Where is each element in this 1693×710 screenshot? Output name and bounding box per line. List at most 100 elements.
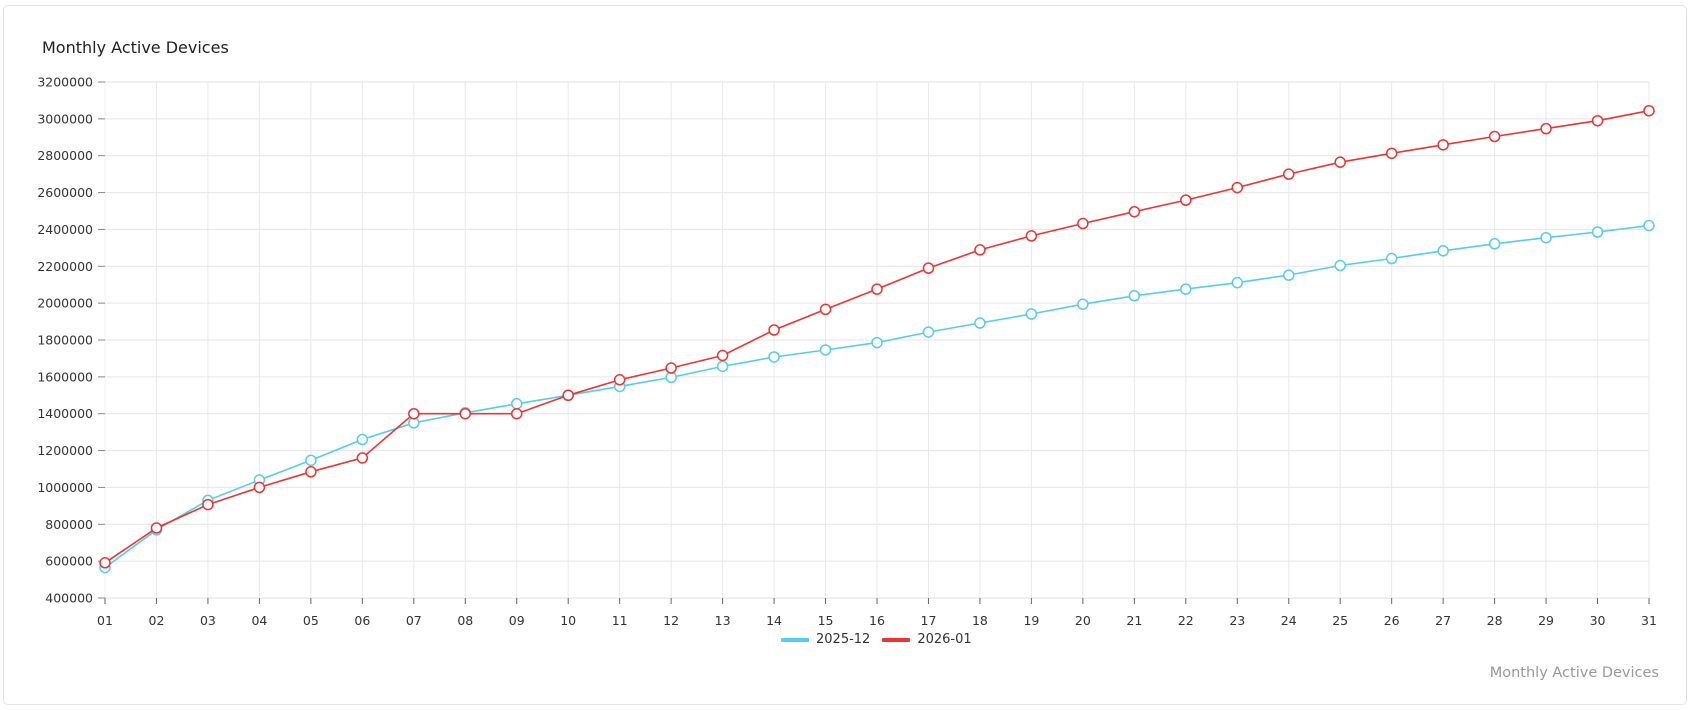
data-point-marker[interactable] [1128, 290, 1141, 302]
data-point-marker[interactable] [1437, 139, 1449, 151]
x-tick-label: 21 [1126, 613, 1142, 628]
chart-footer-label: Monthly Active Devices [1489, 665, 1659, 681]
x-tick-label: 03 [200, 613, 216, 628]
data-point-marker[interactable] [1282, 269, 1295, 281]
chart-series [99, 104, 1655, 574]
x-tick-label: 16 [869, 613, 885, 628]
data-point-marker[interactable] [1540, 231, 1552, 244]
x-tick-label: 27 [1435, 613, 1451, 628]
data-point-marker[interactable] [819, 303, 832, 316]
x-tick-label: 29 [1538, 613, 1554, 628]
data-point-marker[interactable] [1437, 245, 1449, 257]
x-tick-label: 05 [303, 613, 319, 628]
data-point-marker[interactable] [1077, 217, 1089, 230]
data-point-marker[interactable] [510, 398, 523, 410]
x-tick-label: 28 [1487, 613, 1503, 628]
x-tick-label: 26 [1384, 613, 1400, 628]
y-tick-label: 2800000 [37, 148, 93, 163]
series-2026-01 [99, 104, 1655, 569]
x-tick-label: 14 [766, 613, 782, 628]
data-point-marker[interactable] [871, 283, 883, 295]
y-tick-label: 2000000 [37, 296, 93, 311]
y-tick-label: 2600000 [37, 185, 93, 200]
x-tick-label: 07 [406, 613, 422, 628]
y-tick-label: 3000000 [37, 111, 93, 126]
data-point-marker[interactable] [1334, 156, 1346, 168]
data-point-marker[interactable] [150, 522, 163, 534]
y-tick-label: 1800000 [37, 333, 93, 348]
data-point-marker[interactable] [974, 317, 986, 329]
x-tick-label: 02 [149, 613, 165, 628]
legend-label: 2025-12 [816, 632, 871, 647]
data-point-marker[interactable] [1385, 147, 1398, 160]
legend-swatch-icon [882, 637, 911, 642]
data-point-marker[interactable] [871, 336, 883, 349]
x-axis: 01 02 03 04 05 06 07 08 09 10 11 12 13 14 15 16 17 18 19 20… [97, 598, 1657, 628]
x-tick-label: 12 [663, 613, 679, 628]
data-point-marker[interactable] [716, 349, 729, 362]
data-point-marker[interactable] [1488, 238, 1501, 250]
data-point-marker[interactable] [459, 407, 472, 420]
data-point-marker[interactable] [356, 433, 369, 446]
y-tick-label: 800000 [45, 517, 93, 532]
data-point-marker[interactable] [1334, 259, 1346, 272]
y-tick-label: 1600000 [37, 369, 93, 384]
data-point-marker[interactable] [1385, 252, 1398, 265]
data-point-marker[interactable] [1231, 276, 1244, 289]
data-point-marker[interactable] [613, 374, 626, 386]
data-point-marker[interactable] [1282, 168, 1295, 180]
data-point-marker[interactable] [1591, 114, 1604, 127]
data-point-marker[interactable] [1591, 226, 1604, 238]
data-point-marker[interactable] [768, 351, 780, 363]
x-tick-label: 15 [818, 613, 834, 628]
data-point-marker[interactable] [510, 407, 523, 420]
x-tick-label: 01 [97, 613, 113, 628]
data-point-marker[interactable] [356, 452, 369, 464]
x-tick-label: 10 [560, 613, 576, 628]
chart-legend: 2025-12 2026-01 [781, 632, 984, 647]
data-point-marker[interactable] [1128, 205, 1141, 218]
data-point-marker[interactable] [922, 262, 935, 274]
y-tick-label: 1000000 [37, 480, 93, 495]
data-point-marker[interactable] [1180, 194, 1192, 206]
legend-item-2025-12[interactable]: 2025-12 [781, 632, 870, 647]
data-point-marker[interactable] [974, 244, 986, 256]
data-point-marker[interactable] [202, 498, 214, 511]
y-tick-label: 600000 [45, 554, 93, 569]
y-tick-label: 400000 [45, 591, 93, 606]
x-tick-label: 04 [251, 613, 267, 628]
x-tick-label: 13 [715, 613, 731, 628]
y-tick-label: 2400000 [37, 222, 93, 237]
data-point-marker[interactable] [1643, 219, 1655, 232]
data-point-marker[interactable] [1180, 283, 1192, 295]
x-tick-label: 20 [1075, 613, 1091, 628]
data-point-marker[interactable] [1540, 122, 1552, 135]
data-point-marker[interactable] [99, 557, 111, 569]
data-point-marker[interactable] [1025, 308, 1038, 320]
data-point-marker[interactable] [305, 466, 317, 478]
x-tick-label: 06 [354, 613, 370, 628]
data-point-marker[interactable] [562, 389, 574, 402]
data-point-marker[interactable] [1488, 130, 1501, 143]
data-point-marker[interactable] [665, 362, 677, 374]
y-axis: 400000 600000 800000 1000000 1200000 1400000 1… [37, 75, 105, 606]
data-point-marker[interactable] [665, 371, 677, 384]
data-point-marker[interactable] [1025, 230, 1038, 242]
data-point-marker[interactable] [305, 454, 317, 467]
data-point-marker[interactable] [1077, 298, 1089, 310]
data-point-marker[interactable] [768, 324, 780, 336]
x-tick-label: 17 [921, 613, 937, 628]
data-point-marker[interactable] [716, 360, 729, 373]
x-tick-label: 22 [1178, 613, 1194, 628]
y-tick-label: 3200000 [37, 75, 93, 90]
data-point-marker[interactable] [819, 344, 832, 356]
data-point-marker[interactable] [253, 481, 266, 494]
y-tick-label: 1400000 [37, 406, 93, 421]
data-point-marker[interactable] [408, 407, 420, 420]
chart-grid [104, 81, 1650, 599]
x-tick-label: 11 [612, 613, 628, 628]
data-point-marker[interactable] [922, 326, 935, 338]
data-point-marker[interactable] [1231, 181, 1244, 194]
legend-item-2026-01[interactable]: 2026-01 [882, 632, 972, 647]
data-point-marker[interactable] [1643, 104, 1655, 117]
